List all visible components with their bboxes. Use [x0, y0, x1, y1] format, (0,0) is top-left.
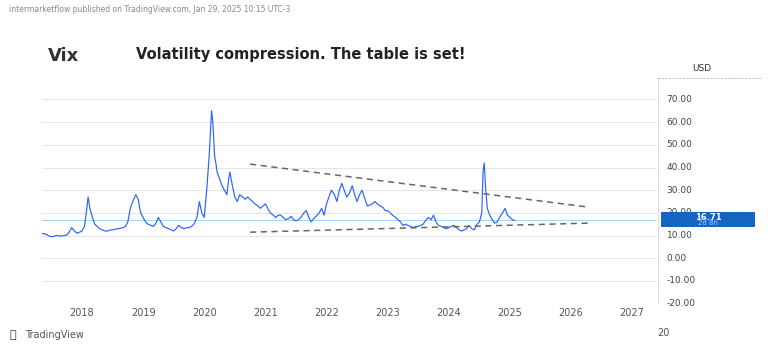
Text: 50.00: 50.00 [667, 140, 692, 149]
FancyBboxPatch shape [661, 212, 755, 227]
Text: 16.71: 16.71 [694, 213, 721, 222]
Text: 60.00: 60.00 [667, 118, 692, 127]
Text: 2d 8h: 2d 8h [698, 220, 718, 226]
Text: 0.00: 0.00 [667, 254, 687, 263]
Text: 40.00: 40.00 [667, 163, 692, 172]
Text: USD: USD [692, 64, 711, 73]
Text: Vix: Vix [48, 47, 80, 65]
Text: 70.00: 70.00 [667, 95, 692, 104]
Text: 20.00: 20.00 [667, 208, 692, 217]
Text: intermarketflow published on TradingView.com, Jan 29, 2025 10:15 UTC-3: intermarketflow published on TradingView… [9, 5, 290, 14]
Text: -10.00: -10.00 [667, 276, 696, 285]
Text: Volatility compression. The table is set!: Volatility compression. The table is set… [135, 47, 465, 62]
Text: -20.00: -20.00 [667, 299, 696, 308]
Text: 10.00: 10.00 [667, 231, 692, 240]
Text: ⧁: ⧁ [9, 330, 16, 340]
Text: 20: 20 [657, 328, 670, 338]
Text: TradingView: TradingView [25, 330, 84, 340]
FancyBboxPatch shape [664, 63, 741, 76]
Text: 30.00: 30.00 [667, 186, 692, 195]
